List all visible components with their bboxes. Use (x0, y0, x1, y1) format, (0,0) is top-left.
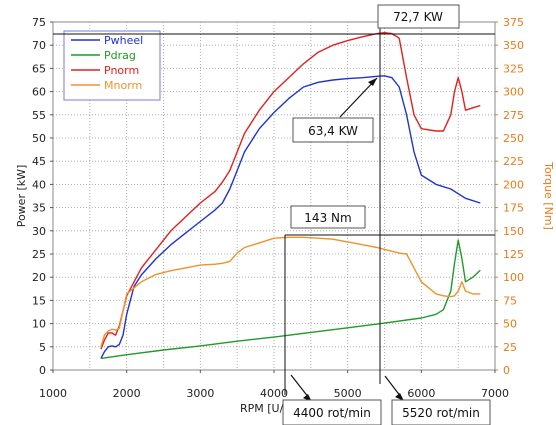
y2-tick-label: 150 (503, 225, 524, 238)
annotation-arrow-5520 (384, 375, 402, 398)
y-tick-label: 45 (32, 155, 46, 168)
series-line-pnorm (100, 32, 481, 350)
legend: Pwheel Pdrag Pnorm Mnorm (63, 30, 161, 101)
annotation-label-72-7kw: 72,7 KW (393, 10, 443, 24)
y-tick-label: 15 (32, 294, 46, 307)
y-tick-label: 65 (32, 62, 46, 75)
series-layer (100, 32, 481, 360)
y2-tick-label: 375 (503, 16, 524, 29)
y-tick-label: 50 (32, 132, 46, 145)
x-tick-label: 2000 (113, 387, 141, 400)
annotation-label-63-4kw: 63,4 KW (308, 124, 358, 138)
annotation-label-5520: 5520 rot/min (402, 406, 480, 420)
x-axis-title: RPM [U/ (240, 402, 284, 415)
bottom-axis-ticks: 1000 2000 3000 4000 5000 6000 7000 (39, 370, 509, 400)
annotation-label-143nm: 143 Nm (304, 211, 351, 225)
arrowhead-5520 (395, 393, 404, 401)
y-tick-label: 75 (32, 16, 46, 29)
y2-tick-label: 75 (503, 294, 517, 307)
annotation-4400: 4400 rot/min (282, 374, 382, 425)
x-tick-label: 7000 (481, 387, 509, 400)
arrowhead-63-4kw (368, 78, 377, 86)
y-tick-label: 30 (32, 225, 46, 238)
x-tick-label: 6000 (407, 387, 435, 400)
annotation-5520: 5520 rot/min (384, 375, 491, 425)
annotation-143nm: 143 Nm (284, 205, 495, 395)
y2-tick-label: 0 (503, 364, 510, 377)
y-tick-label: 60 (32, 86, 46, 99)
y-tick-label: 10 (32, 318, 46, 331)
x-tick-label: 5000 (334, 387, 362, 400)
y2-tick-label: 225 (503, 155, 524, 168)
y-tick-label: 40 (32, 178, 46, 191)
x-tick-label: 3000 (186, 387, 214, 400)
series-line-mnorm (100, 236, 481, 348)
x-tick-label: 4000 (260, 387, 288, 400)
x-tick-label: 1000 (39, 387, 67, 400)
legend-label-pwheel: Pwheel (104, 34, 143, 47)
y2-tick-label: 325 (503, 62, 524, 75)
y2-tick-label: 50 (503, 318, 517, 331)
y2-tick-label: 200 (503, 178, 524, 191)
y-tick-label: 70 (32, 39, 46, 52)
y-tick-label: 25 (32, 248, 46, 261)
annotation-box-143nm (290, 205, 366, 229)
right-axis-ticks: 0 25 50 75 100 125 150 175 200 225 250 275 300 325 350… (495, 16, 524, 377)
annotation-arrow-4400 (290, 374, 310, 399)
y-tick-label: 20 (32, 271, 46, 284)
y2-tick-label: 275 (503, 109, 524, 122)
y2-axis-title: Torque [Nm] (542, 161, 555, 230)
series-line-pwheel (100, 75, 481, 359)
y2-tick-label: 250 (503, 132, 524, 145)
y2-tick-label: 100 (503, 271, 524, 284)
y-tick-label: 0 (39, 364, 46, 377)
legend-label-pnorm: Pnorm (104, 64, 139, 77)
y2-tick-label: 300 (503, 86, 524, 99)
annotation-63-4kw: 63,4 KW (292, 77, 378, 143)
annotation-arrow-63-4kw (339, 77, 378, 118)
left-axis-ticks: 0 5 10 15 20 25 30 35 40 45 50 55 60 65 70 75 (32, 16, 53, 377)
legend-box (63, 30, 161, 101)
y2-tick-label: 175 (503, 202, 524, 215)
series-line-pdrag (100, 239, 481, 360)
legend-label-pdrag: Pdrag (104, 49, 136, 62)
y2-tick-label: 350 (503, 39, 524, 52)
y-tick-label: 55 (32, 109, 46, 122)
y2-tick-label: 125 (503, 248, 524, 261)
annotation-label-4400: 4400 rot/min (293, 406, 371, 420)
annotation-box-5520 (391, 399, 491, 425)
y2-tick-label: 25 (503, 341, 517, 354)
annotation-box-63-4kw (292, 117, 374, 143)
annotation-box-72-7kw (377, 4, 460, 29)
legend-items: Pwheel Pdrag Pnorm Mnorm (71, 34, 143, 92)
annotation-box-4400 (282, 399, 382, 425)
y-tick-label: 35 (32, 202, 46, 215)
annotation-72-7kw: 72,7 KW (53, 4, 495, 384)
y-tick-label: 5 (39, 341, 46, 354)
y-axis-title: Power [kW] (15, 165, 28, 228)
legend-label-mnorm: Mnorm (104, 79, 142, 92)
